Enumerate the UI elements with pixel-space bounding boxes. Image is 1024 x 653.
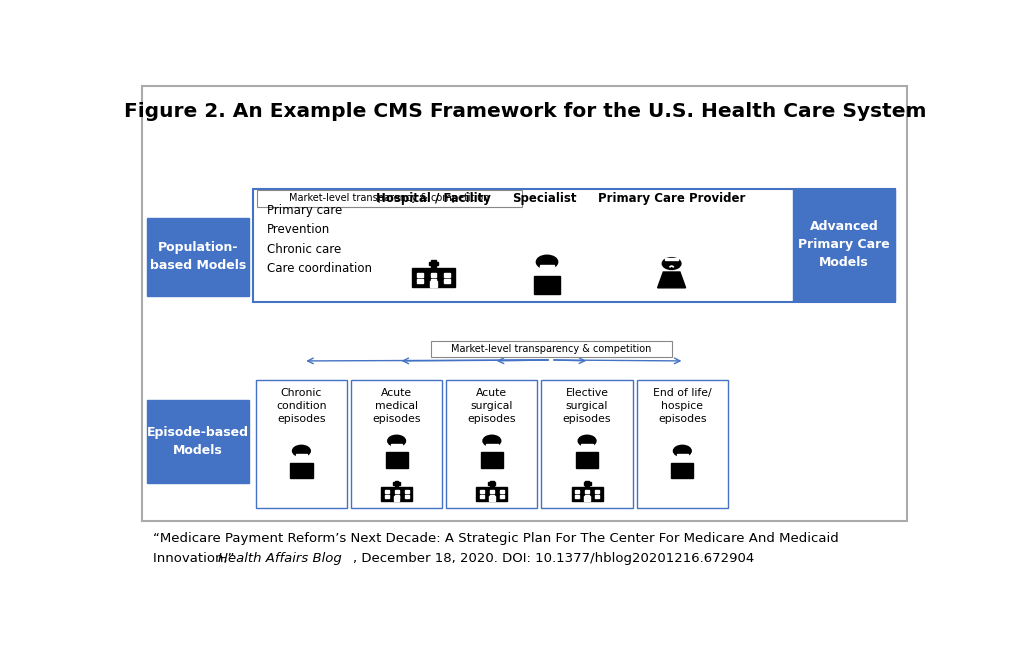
Text: Primary Care Provider: Primary Care Provider bbox=[598, 191, 745, 204]
Bar bbox=[413, 268, 455, 287]
Text: Episode-based
Models: Episode-based Models bbox=[146, 426, 249, 457]
Circle shape bbox=[388, 436, 406, 447]
Bar bbox=[488, 483, 496, 485]
Bar bbox=[575, 490, 580, 493]
Text: End of life/
hospice
episodes: End of life/ hospice episodes bbox=[653, 388, 712, 424]
Circle shape bbox=[674, 445, 691, 456]
Bar bbox=[446, 380, 538, 508]
Text: Population-
based Models: Population- based Models bbox=[150, 242, 246, 272]
Bar bbox=[147, 217, 249, 296]
Bar bbox=[677, 454, 688, 458]
Bar bbox=[385, 453, 408, 468]
Bar bbox=[418, 279, 423, 283]
Bar bbox=[418, 273, 423, 276]
Text: Figure 2. An Example CMS Framework for the U.S. Health Care System: Figure 2. An Example CMS Framework for t… bbox=[124, 102, 926, 121]
Bar bbox=[480, 453, 503, 468]
Text: Market-level transparency & competition: Market-level transparency & competition bbox=[289, 193, 489, 203]
Circle shape bbox=[579, 436, 596, 447]
Bar bbox=[585, 495, 589, 498]
Bar bbox=[500, 490, 504, 493]
Bar bbox=[290, 462, 312, 477]
Bar bbox=[444, 273, 450, 276]
Text: Health Affairs Blog: Health Affairs Blog bbox=[218, 552, 342, 565]
Bar bbox=[431, 341, 672, 357]
Bar bbox=[637, 380, 728, 508]
Bar bbox=[431, 261, 436, 267]
Text: Chronic
condition
episodes: Chronic condition episodes bbox=[276, 388, 327, 424]
Text: Elective
surgical
episodes: Elective surgical episodes bbox=[563, 388, 611, 424]
Bar bbox=[394, 490, 398, 493]
Bar bbox=[500, 495, 504, 498]
Bar bbox=[391, 443, 402, 448]
Bar bbox=[586, 481, 589, 486]
Bar bbox=[429, 263, 438, 265]
Bar bbox=[490, 481, 494, 486]
Bar bbox=[585, 490, 589, 493]
Bar bbox=[431, 273, 436, 276]
Bar bbox=[142, 86, 907, 521]
Text: Market-level transparency & competition: Market-level transparency & competition bbox=[451, 344, 651, 354]
Text: Innovation,”: Innovation,” bbox=[154, 552, 240, 565]
Text: Acute
surgical
episodes: Acute surgical episodes bbox=[468, 388, 516, 424]
Bar bbox=[404, 490, 409, 493]
Bar bbox=[381, 486, 413, 501]
Bar bbox=[793, 189, 895, 300]
Bar bbox=[404, 495, 409, 498]
Bar bbox=[147, 400, 249, 483]
Circle shape bbox=[663, 258, 681, 270]
Bar bbox=[534, 276, 560, 294]
Polygon shape bbox=[657, 272, 686, 288]
Bar bbox=[296, 454, 307, 458]
Bar bbox=[541, 265, 554, 270]
Bar bbox=[393, 483, 400, 485]
Circle shape bbox=[483, 436, 501, 447]
Circle shape bbox=[537, 255, 558, 269]
Bar bbox=[595, 495, 599, 498]
Text: Primary care
Prevention
Chronic care
Care coordination: Primary care Prevention Chronic care Car… bbox=[267, 204, 372, 275]
Bar bbox=[253, 189, 895, 302]
Bar bbox=[489, 495, 494, 498]
Bar bbox=[489, 490, 494, 493]
Bar bbox=[671, 462, 693, 477]
Bar bbox=[584, 483, 591, 485]
Bar bbox=[582, 443, 593, 448]
Bar bbox=[394, 496, 399, 501]
Bar bbox=[665, 258, 678, 260]
Bar bbox=[430, 281, 437, 287]
Bar bbox=[431, 279, 436, 283]
Text: Advanced
Primary Care
Models: Advanced Primary Care Models bbox=[798, 220, 890, 269]
Bar bbox=[486, 443, 498, 448]
Bar bbox=[395, 481, 398, 486]
Bar bbox=[542, 380, 633, 508]
Bar bbox=[571, 486, 603, 501]
Bar bbox=[480, 490, 484, 493]
Bar bbox=[575, 453, 598, 468]
Circle shape bbox=[293, 445, 310, 456]
Bar bbox=[476, 486, 508, 501]
Text: Specialist: Specialist bbox=[512, 191, 577, 204]
Bar bbox=[257, 190, 522, 206]
Bar bbox=[444, 279, 450, 283]
Bar bbox=[480, 495, 484, 498]
Bar bbox=[585, 496, 590, 501]
Text: , December 18, 2020. DOI: 10.1377/hblog20201216.672904: , December 18, 2020. DOI: 10.1377/hblog2… bbox=[353, 552, 755, 565]
Bar bbox=[489, 496, 495, 501]
Bar bbox=[256, 380, 347, 508]
Bar bbox=[595, 490, 599, 493]
Bar bbox=[394, 495, 398, 498]
Bar bbox=[575, 495, 580, 498]
Bar bbox=[351, 380, 442, 508]
Text: Acute
medical
episodes: Acute medical episodes bbox=[373, 388, 421, 424]
Bar bbox=[385, 490, 389, 493]
Text: “Medicare Payment Reform’s Next Decade: A Strategic Plan For The Center For Medi: “Medicare Payment Reform’s Next Decade: … bbox=[154, 532, 839, 545]
Bar bbox=[385, 495, 389, 498]
Text: Hospital / Facility: Hospital / Facility bbox=[376, 191, 490, 204]
